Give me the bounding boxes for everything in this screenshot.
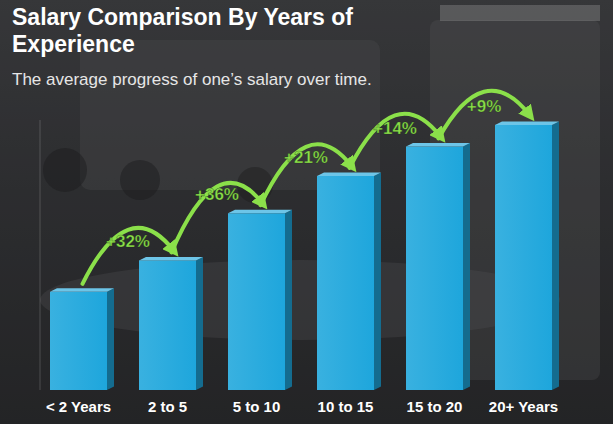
chart: < 2 Years 2 to 5 5 to 10 10 to 15 15 to 20 20… [0, 0, 613, 424]
bar-top [317, 172, 381, 176]
x-tick-label: 2 to 5 [148, 398, 187, 415]
bar-front [406, 147, 463, 390]
x-tick-label: 15 to 20 [407, 398, 463, 415]
bars [50, 121, 559, 390]
bar-top [228, 210, 292, 214]
bar-front [495, 125, 552, 390]
bar-front [317, 176, 374, 390]
bar-side [196, 257, 203, 390]
x-tick-label: 20+ Years [489, 398, 558, 415]
growth-label: +21% [284, 148, 328, 167]
bar [317, 172, 381, 390]
subtitle: The average progress of one’s salary ove… [12, 70, 372, 90]
chart-background: Salary Comparison By Years of Experience… [0, 0, 613, 424]
photo-table [40, 260, 560, 340]
bar-side [107, 288, 114, 390]
bar [139, 257, 203, 390]
growth-arrow [350, 114, 441, 168]
bar-side [463, 143, 470, 390]
growth-arrow [83, 228, 174, 284]
photo-blur [440, 5, 600, 21]
title: Salary Comparison By Years of Experience [12, 4, 412, 58]
photo-person [120, 160, 160, 200]
growth-arrow [172, 183, 263, 252]
bar-side [374, 172, 381, 390]
growth-arrow [261, 144, 352, 205]
growth-label: +36% [195, 185, 239, 204]
x-tick-label: < 2 Years [46, 398, 111, 415]
bar-side [552, 121, 559, 390]
y-axis-line [40, 120, 41, 390]
bar-front [139, 260, 196, 390]
growth-arrow [439, 91, 530, 139]
bar-top [495, 121, 559, 125]
photo-tint [0, 0, 613, 424]
growth-label: +32% [106, 232, 150, 251]
bar [50, 288, 114, 390]
photo-person [43, 148, 87, 192]
bar-top [139, 257, 203, 261]
bar-front [50, 292, 107, 390]
x-tick-label: 5 to 10 [233, 398, 281, 415]
bar [495, 121, 559, 390]
bar-top [406, 143, 470, 147]
bar [228, 210, 292, 390]
growth-label: +14% [373, 119, 417, 138]
bar [406, 143, 470, 390]
growth-label: +9% [467, 97, 502, 116]
x-tick-label: 10 to 15 [318, 398, 374, 415]
bar-front [228, 213, 285, 390]
bar-top [50, 288, 114, 292]
bar-side [285, 210, 292, 390]
